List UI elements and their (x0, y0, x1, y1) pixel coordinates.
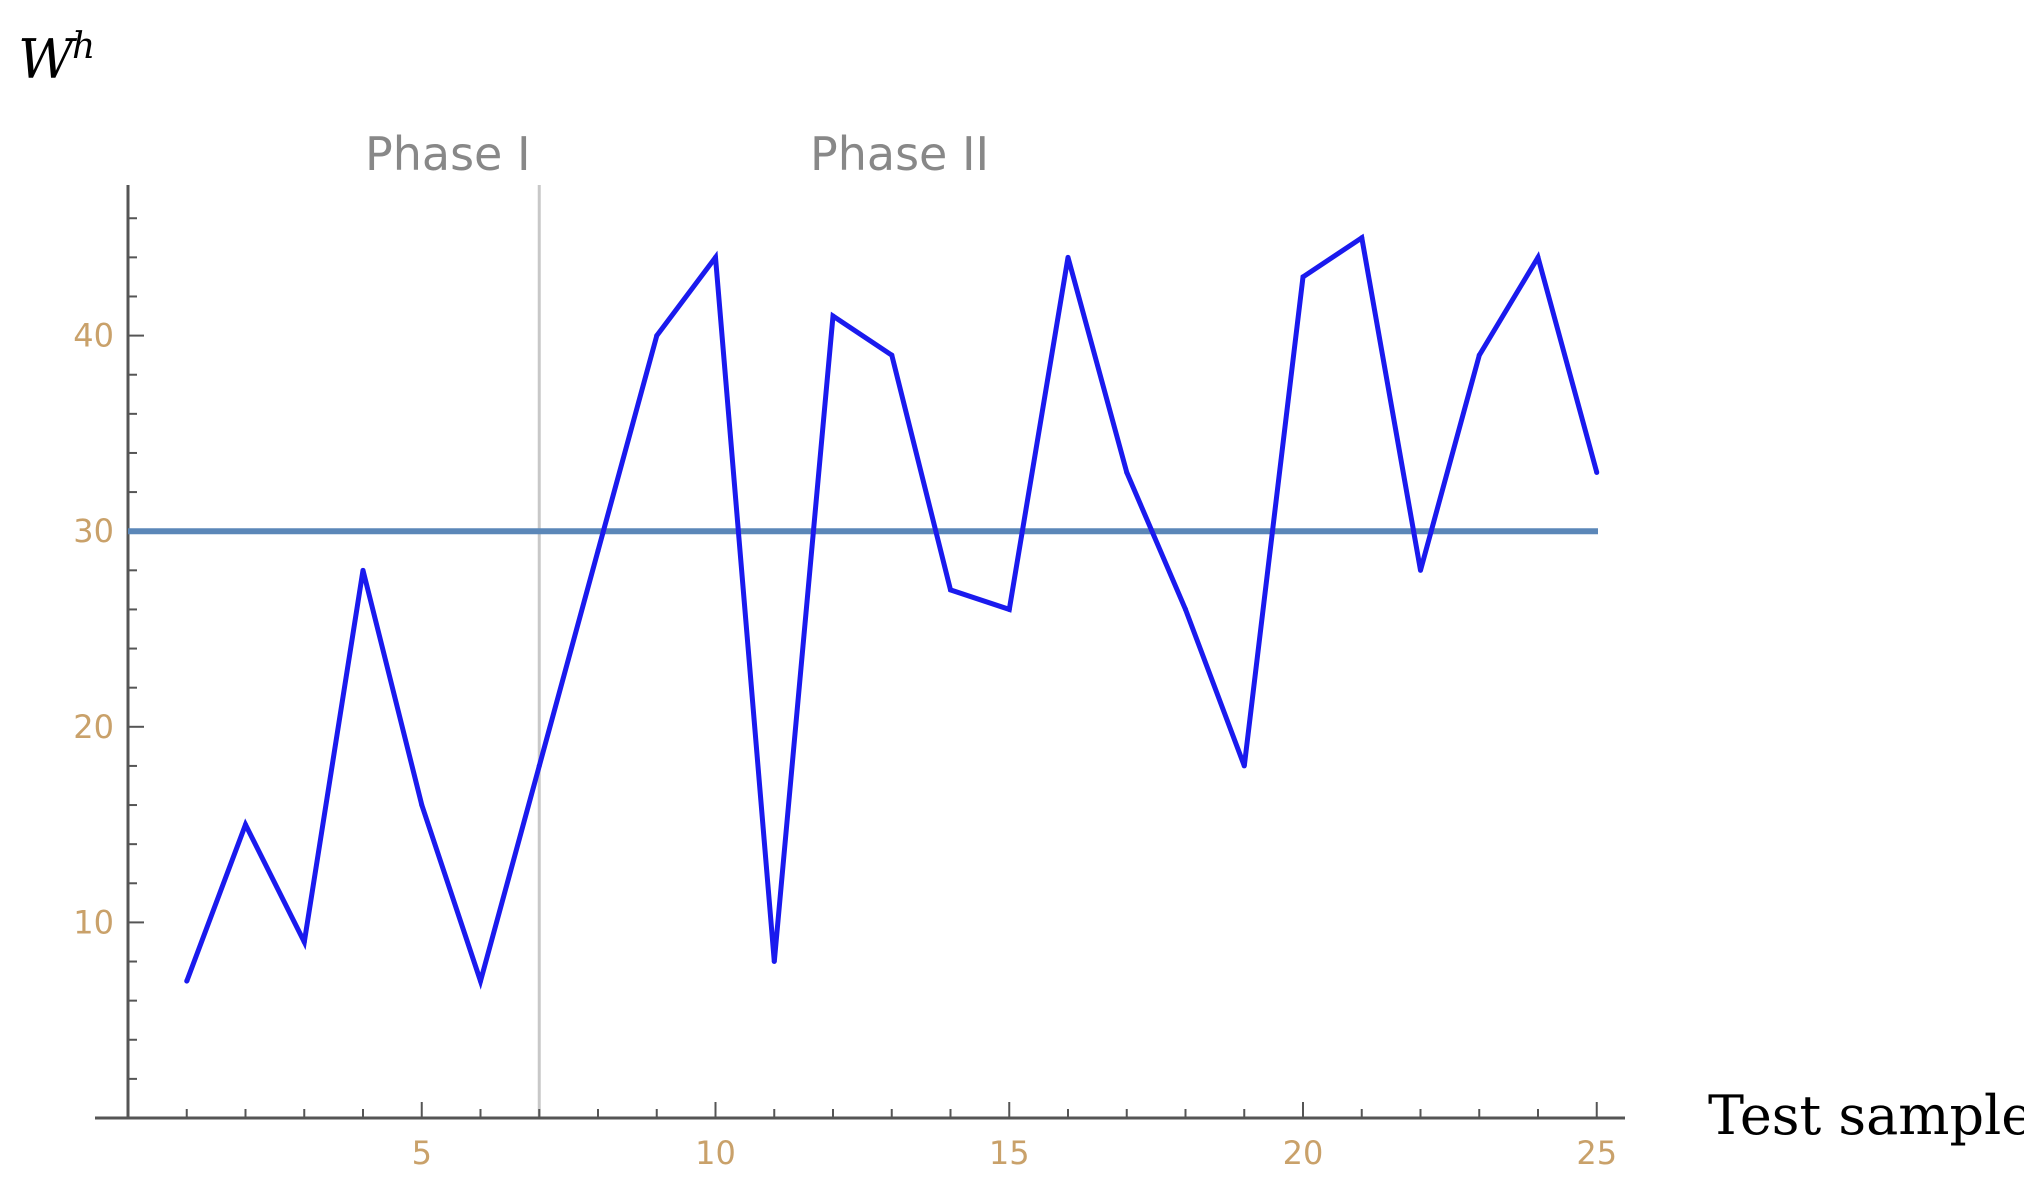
y-axis-title-sup: h (72, 26, 95, 67)
y-tick-label-30: 30 (73, 512, 114, 550)
data-point-19 (1241, 763, 1247, 769)
data-point-15 (1006, 606, 1012, 612)
data-point-16 (1065, 254, 1071, 260)
data-point-9 (654, 333, 660, 339)
data-point-12 (830, 313, 836, 319)
data-point-25 (1594, 470, 1600, 476)
data-point-8 (595, 548, 601, 554)
data-point-2 (243, 822, 248, 828)
y-tick-labels: 10 20 30 40 (73, 317, 114, 942)
x-minor-ticks (127, 1102, 1598, 1118)
phase-label-1: Phase I (365, 127, 531, 181)
data-point-5 (419, 802, 425, 808)
data-point-24 (1535, 254, 1541, 260)
data-point-4 (360, 567, 366, 573)
y-axis-title: W h (18, 26, 95, 91)
data-point-23 (1476, 352, 1482, 358)
data-point-22 (1418, 567, 1423, 573)
y-tick-label-20: 20 (73, 708, 114, 746)
data-point-10 (713, 254, 718, 260)
data-point-11 (771, 959, 777, 965)
y-minor-ticks (128, 217, 144, 1119)
x-tick-label-25: 25 (1576, 1134, 1617, 1172)
y-tick-label-40: 40 (73, 317, 114, 355)
data-point-14 (948, 587, 953, 593)
phase-label-2: Phase II (810, 127, 989, 181)
data-point-6 (478, 978, 483, 984)
data-point-3 (301, 939, 307, 945)
x-axis-title: Test sample (1708, 1084, 2024, 1147)
data-point-21 (1359, 235, 1365, 241)
x-tick-label-20: 20 (1283, 1134, 1324, 1172)
data-point-1 (184, 978, 190, 984)
x-tick-label-10: 10 (695, 1134, 736, 1172)
x-tick-label-15: 15 (989, 1134, 1030, 1172)
y-tick-label-10: 10 (73, 903, 114, 941)
data-point-17 (1124, 470, 1130, 476)
data-point-7 (536, 763, 542, 769)
y-axis-title-base: W (18, 28, 78, 91)
data-point-18 (1183, 606, 1188, 612)
data-series-line (184, 233, 1600, 990)
data-points (184, 235, 1600, 984)
data-point-20 (1300, 274, 1306, 280)
x-tick-label-5: 5 (412, 1134, 432, 1172)
x-tick-labels: 5 10 15 20 25 (412, 1134, 1618, 1172)
data-point-13 (889, 352, 895, 358)
